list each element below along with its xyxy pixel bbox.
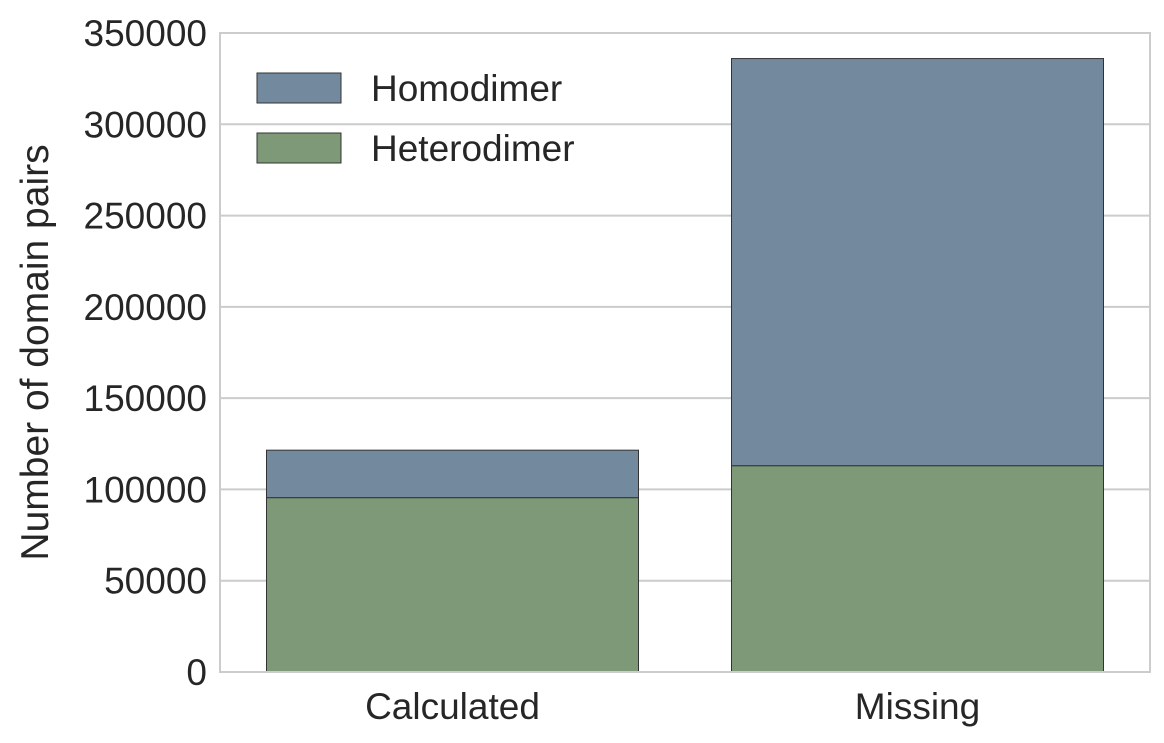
legend-label-homodimer: Homodimer — [371, 68, 562, 109]
bar-heterodimer-calculated — [266, 497, 639, 673]
legend-swatch-homodimer — [256, 72, 342, 104]
plot-frame — [219, 32, 1151, 673]
y-tick-label: 200000 — [84, 287, 207, 328]
y-tick-label: 0 — [186, 652, 207, 693]
y-tick-label: 350000 — [84, 13, 207, 54]
y-tick-label: 300000 — [84, 104, 207, 145]
y-tick-label: 250000 — [84, 196, 207, 237]
y-tick-labels: 0 50000 100000 150000 200000 250000 300000 3500… — [84, 13, 207, 693]
bars — [266, 58, 1104, 673]
x-tick-label: Calculated — [365, 686, 540, 727]
legend-swatch-heterodimer — [256, 132, 342, 164]
bar-homodimer-missing — [731, 58, 1104, 467]
bar-homodimer-calculated — [266, 449, 639, 499]
y-axis-label: Number of domain pairs — [14, 144, 57, 560]
y-tick-label: 150000 — [84, 378, 207, 419]
legend: Homodimer Heterodimer — [256, 68, 575, 169]
x-tick-label: Missing — [855, 686, 980, 727]
legend-label-heterodimer: Heterodimer — [371, 128, 575, 169]
y-tick-label: 50000 — [104, 561, 207, 602]
bar-heterodimer-missing — [731, 465, 1104, 673]
y-tick-label: 100000 — [84, 469, 207, 510]
x-tick-labels: Calculated Missing — [365, 686, 980, 727]
